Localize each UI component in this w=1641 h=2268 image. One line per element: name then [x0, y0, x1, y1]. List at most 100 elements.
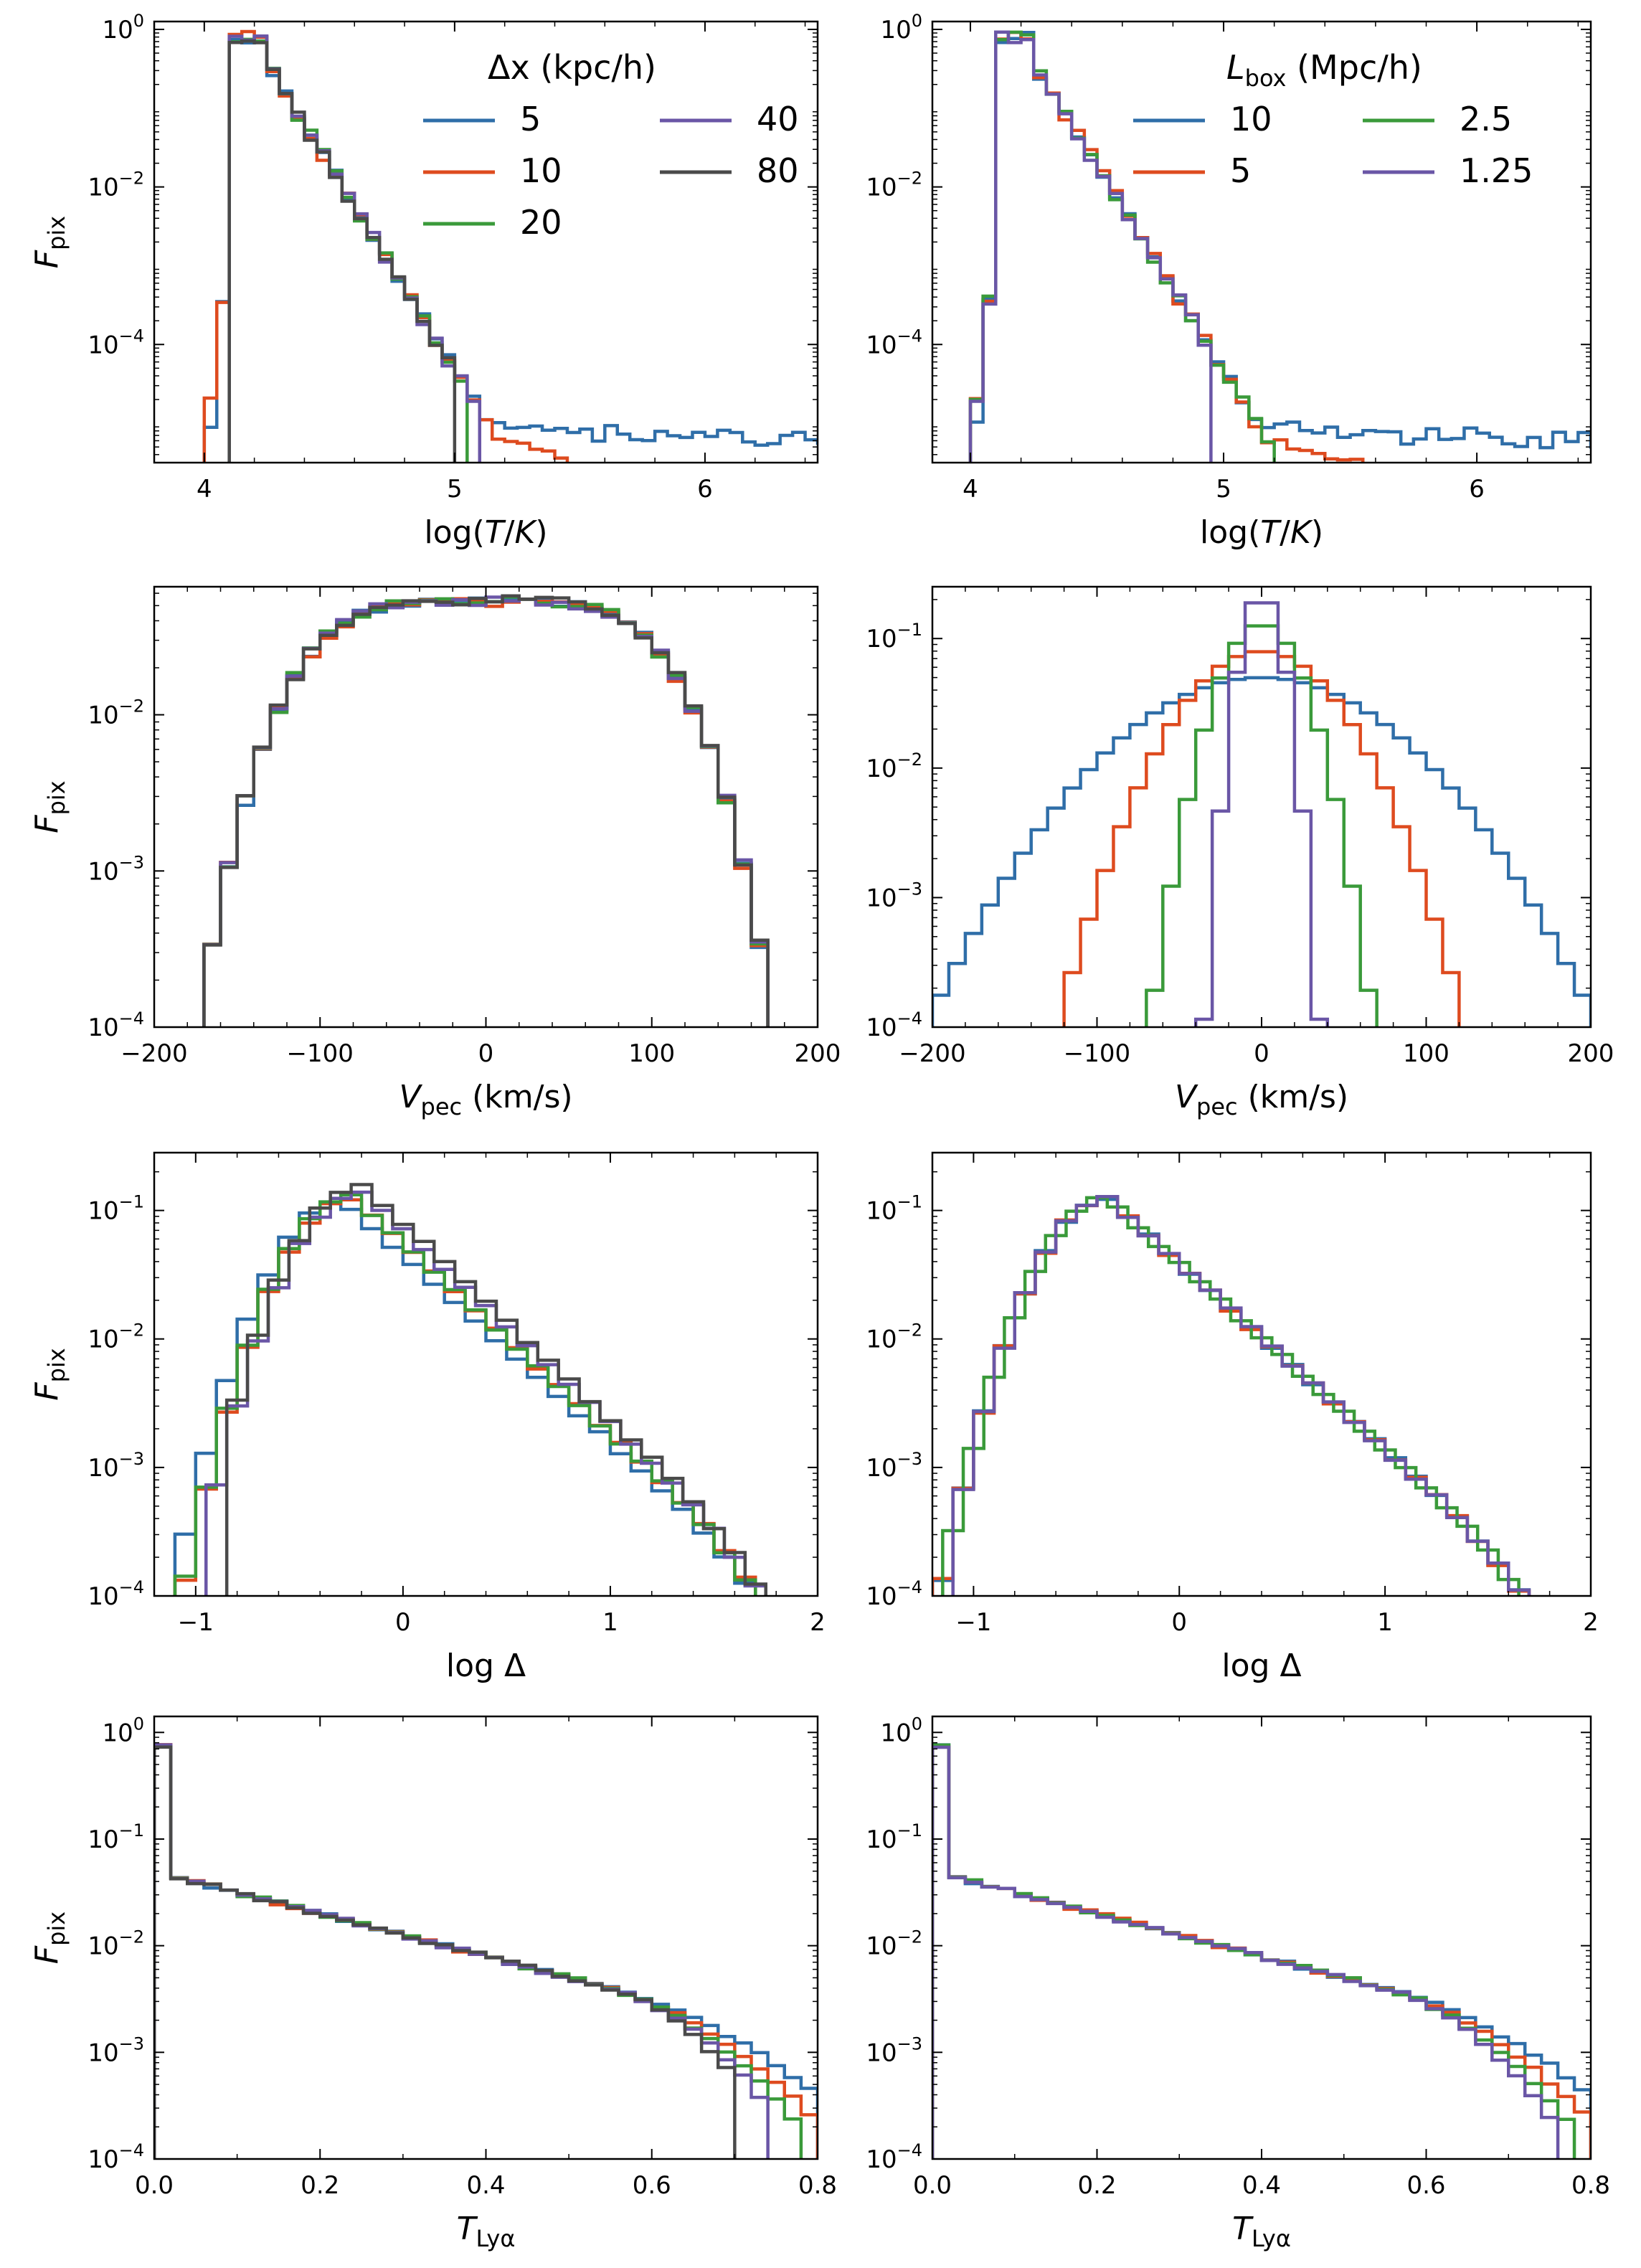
y-tick-label: 10−1 [866, 1820, 922, 1854]
x-tick-label: 0.0 [135, 2171, 174, 2200]
series-delta-left-5 [173, 1201, 757, 1596]
x-tick-label: −1 [955, 1608, 991, 1637]
x-tick-label: 0 [478, 1039, 494, 1068]
x-tick-label: 100 [628, 1039, 675, 1068]
legend-entry-label: 1.25 [1460, 151, 1533, 190]
panel-delta-left: −1 0 1 2 10−1 10−2 10−3 10−4 log Δ Fpix [29, 1151, 826, 1684]
y-tick-label: 10−4 [866, 2140, 922, 2174]
y-axis-label: Fpix [29, 1348, 70, 1400]
x-tick-label: 6 [697, 475, 713, 504]
x-tick-label: 100 [1403, 1039, 1450, 1068]
y-tick-label: 10−3 [88, 1449, 144, 1483]
axes-frame [931, 1151, 1592, 1597]
x-tick-label: −1 [178, 1608, 214, 1637]
x-tick-label: 0.4 [1242, 2171, 1281, 2200]
x-tick-label: 0 [1254, 1039, 1269, 1068]
x-tick-label: 0 [395, 1608, 411, 1637]
y-tick-label: 10−3 [866, 1449, 922, 1483]
y-tick-label: 10−1 [88, 1192, 144, 1226]
y-tick-label: 10−2 [88, 1927, 144, 1961]
x-axis-label: log(T/K) [425, 514, 548, 551]
series-delta-left-20 [173, 1193, 757, 1596]
y-tick-label: 10−3 [866, 2033, 922, 2067]
axes-frame [153, 1715, 819, 2160]
y-tick-label: 10−1 [866, 1192, 922, 1226]
panel-vpec-right: −200 −100 0 100 200 10−1 10−2 10−3 10−4 Vpec (km/… [866, 585, 1614, 1120]
x-tick-label: 6 [1469, 475, 1485, 504]
x-axis-label: log Δ [1221, 1648, 1301, 1684]
series-tlya-left-40 [154, 1743, 770, 2159]
y-tick-label: 10−1 [88, 1820, 144, 1854]
x-axis-label: Vpec (km/s) [399, 1079, 572, 1120]
x-tick-label: −100 [287, 1039, 354, 1068]
y-tick-label: 10−2 [88, 1320, 144, 1354]
series-temp-left-20 [227, 37, 469, 463]
y-tick-label: 10−4 [88, 1008, 144, 1042]
series-temp-left-5 [202, 35, 818, 463]
series-delta-right-5 [932, 1194, 1531, 1596]
y-tick-label: 10−2 [866, 1320, 922, 1354]
y-tick-label: 10−4 [866, 326, 922, 359]
x-tick-label: −200 [120, 1039, 187, 1068]
legend-entry-label: 5 [1230, 151, 1251, 190]
legend-entry-label: 2.5 [1460, 100, 1512, 138]
y-axis-label: Fpix [29, 780, 70, 833]
y-axis-label: Fpix [29, 216, 70, 268]
y-tick-label: 10−1 [866, 620, 922, 653]
series-delta-left-80 [224, 1183, 767, 1596]
y-tick-label: 10−2 [88, 696, 144, 730]
y-tick-label: 10−2 [866, 169, 922, 202]
y-tick-label: 10−4 [88, 326, 144, 359]
x-axis-label: log Δ [446, 1648, 526, 1684]
x-tick-label: 2 [810, 1608, 826, 1637]
x-tick-label: 1 [1377, 1608, 1393, 1637]
legend-left: Δx (kpc/h) 5 10 20 40 80 [423, 48, 799, 242]
legend-title: Δx (kpc/h) [488, 48, 656, 87]
series-tlya-left-5 [154, 1744, 818, 2159]
y-tick-label: 100 [102, 11, 144, 44]
y-tick-label: 10−3 [88, 852, 144, 886]
y-tick-label: 10−4 [866, 1577, 922, 1611]
x-tick-label: 5 [447, 475, 463, 504]
x-tick-label: 0.8 [798, 2171, 837, 2200]
panel-delta-right: −1 0 1 2 10−1 10−2 10−3 10−4 log Δ [866, 1151, 1599, 1684]
series-vpec-left-5 [202, 596, 770, 1027]
legend-entry-label: 80 [757, 151, 799, 190]
series-vpec-left-20 [202, 595, 770, 1027]
series-vpec-right-5 [1062, 650, 1461, 1027]
series-tlya-right-1.25 [932, 1745, 1560, 2159]
x-axis-label: Vpec (km/s) [1175, 1079, 1348, 1120]
x-tick-label: 0.2 [1077, 2171, 1116, 2200]
x-tick-label: 0 [1171, 1608, 1187, 1637]
x-tick-label: 2 [1583, 1608, 1599, 1637]
series-vpec-right-1.25 [1193, 601, 1330, 1027]
y-tick-label: 100 [880, 11, 922, 44]
legend-entry-label: 20 [520, 203, 562, 242]
series-temp-right-2.5 [968, 30, 1276, 463]
series-vpec-left-40 [202, 595, 770, 1027]
axes-frame [931, 1715, 1592, 2160]
legend-entry-label: 10 [1230, 100, 1272, 138]
legend-right: Lbox (Mpc/h) 10 5 2.5 1.25 [1133, 48, 1533, 190]
series-temp-left-80 [227, 39, 457, 463]
y-axis-label: Fpix [29, 1912, 70, 1964]
x-axis-label: TLyα [1232, 2211, 1291, 2252]
y-tick-label: 10−4 [866, 1008, 922, 1042]
panel-vpec-left: −200 −100 0 100 200 10−2 10−3 10−4 Vpec (km/s) Fp… [29, 585, 841, 1120]
x-tick-label: 1 [602, 1608, 618, 1637]
x-tick-label: 4 [963, 475, 978, 504]
panel-tlya-right: 0.0 0.2 0.4 0.6 0.8 100 10−1 10−2 10−3 10−4 TLyα [866, 1714, 1610, 2252]
x-tick-label: −200 [899, 1039, 965, 1068]
y-tick-label: 10−2 [866, 1927, 922, 1961]
legend-entry-label: 5 [520, 100, 541, 138]
y-tick-label: 10−3 [88, 2033, 144, 2067]
series-vpec-left-10 [202, 597, 770, 1027]
legend-entry-label: 10 [520, 151, 562, 190]
legend-entry-label: 40 [757, 100, 799, 138]
axes-frame [153, 585, 819, 1029]
x-axis-label: TLyα [457, 2211, 516, 2252]
y-tick-label: 10−4 [88, 2140, 144, 2174]
y-tick-label: 10−3 [866, 879, 922, 912]
axes-frame [153, 20, 819, 464]
